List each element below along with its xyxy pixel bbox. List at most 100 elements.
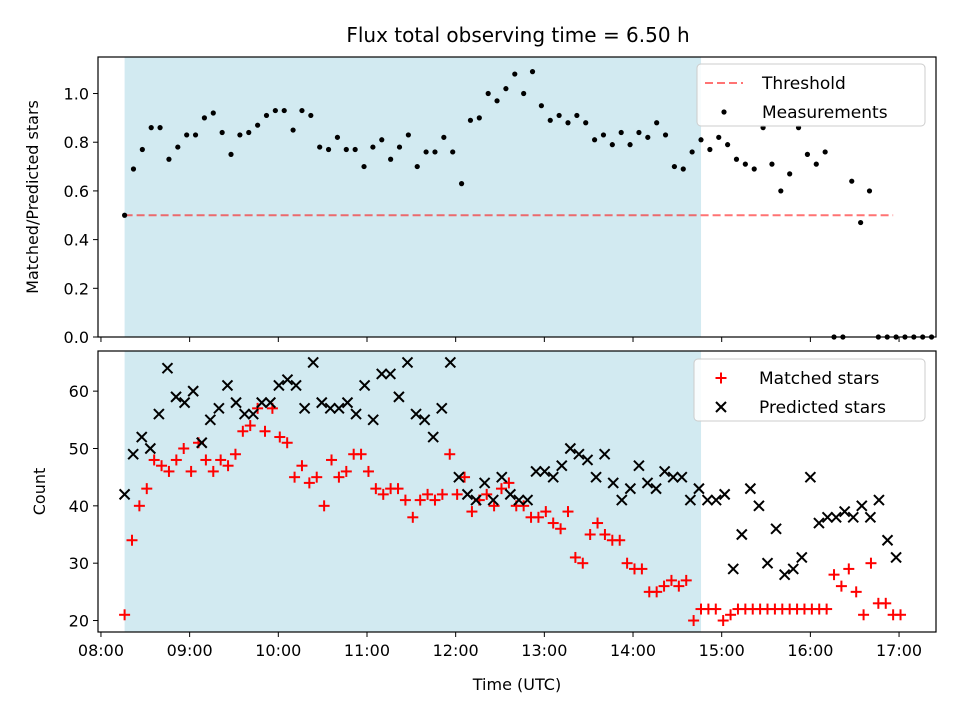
measurement-point bbox=[361, 163, 367, 170]
matched-star-point bbox=[326, 454, 338, 466]
matched-star-point bbox=[577, 557, 589, 569]
matched-star-point bbox=[215, 454, 227, 466]
predicted-star-point bbox=[787, 563, 799, 575]
bottom-ytick-label: 30 bbox=[69, 554, 89, 573]
bottom-xtick-label: 12:00 bbox=[433, 641, 479, 660]
measurement-point bbox=[388, 156, 394, 162]
measurement-point bbox=[476, 115, 482, 121]
bottom-legend-label: Matched stars bbox=[759, 369, 879, 389]
bottom-legend-label: Predicted stars bbox=[759, 398, 886, 418]
bottom-shaded-span bbox=[124, 351, 702, 632]
measurement-point bbox=[201, 115, 208, 121]
measurement-point bbox=[609, 142, 615, 148]
predicted-star-point bbox=[701, 494, 714, 506]
matched-star-point bbox=[414, 494, 426, 506]
measurement-point bbox=[689, 149, 695, 155]
top-ytick-label: 0.6 bbox=[64, 182, 89, 201]
matched-star-point bbox=[651, 586, 663, 598]
predicted-star-point bbox=[556, 459, 568, 472]
predicted-star-point bbox=[761, 557, 774, 569]
matched-star-point bbox=[828, 569, 840, 581]
matched-star-point bbox=[658, 580, 670, 592]
matched-star-point bbox=[399, 494, 411, 506]
predicted-star-point bbox=[127, 448, 139, 460]
predicted-star-point bbox=[333, 402, 345, 415]
predicted-star-point bbox=[444, 356, 457, 369]
legend-measurement-swatch bbox=[721, 109, 727, 115]
predicted-star-point bbox=[813, 517, 825, 529]
measurement-point bbox=[654, 120, 660, 126]
predicted-star-point bbox=[753, 500, 765, 512]
measurement-point bbox=[166, 156, 172, 162]
matched-star-point bbox=[592, 517, 604, 529]
top-legend-label: Threshold bbox=[761, 74, 846, 94]
matched-star-point bbox=[532, 511, 544, 523]
measurement-point bbox=[148, 125, 154, 131]
bottom-ytick-label: 60 bbox=[69, 382, 89, 401]
predicted-star-point bbox=[624, 482, 637, 495]
matched-star-point bbox=[599, 529, 611, 541]
measurement-point bbox=[618, 129, 624, 136]
matched-star-point bbox=[244, 420, 256, 432]
matched-star-point bbox=[377, 488, 389, 500]
bottom-ytick-label: 20 bbox=[69, 612, 89, 631]
measurement-point bbox=[671, 163, 678, 170]
predicted-star-point bbox=[453, 471, 465, 483]
matched-star-point bbox=[584, 529, 596, 541]
predicted-star-point bbox=[821, 511, 834, 524]
predicted-star-point bbox=[573, 448, 585, 460]
measurement-point bbox=[343, 146, 349, 153]
matched-star-point bbox=[252, 402, 264, 414]
predicted-star-point bbox=[316, 396, 328, 409]
predicted-star-point bbox=[307, 356, 319, 369]
predicted-star-point bbox=[178, 396, 191, 409]
matched-star-point bbox=[119, 609, 131, 621]
matched-star-point bbox=[207, 465, 219, 477]
matched-star-point bbox=[680, 574, 692, 586]
measurement-point bbox=[405, 132, 411, 138]
matched-star-point bbox=[466, 506, 478, 518]
measurement-point bbox=[317, 144, 323, 150]
measurement-point bbox=[157, 125, 163, 131]
matched-star-point bbox=[422, 488, 434, 500]
measurement-point bbox=[139, 146, 145, 153]
measurement-point bbox=[219, 129, 225, 136]
predicted-star-point bbox=[358, 379, 371, 392]
matched-star-point bbox=[311, 471, 323, 483]
matched-star-point bbox=[222, 460, 234, 472]
measurement-point bbox=[255, 122, 261, 128]
predicted-star-point bbox=[350, 408, 362, 420]
measurement-point bbox=[485, 90, 491, 97]
matched-star-point bbox=[185, 465, 197, 477]
predicted-star-point bbox=[864, 511, 877, 524]
matched-star-point bbox=[843, 563, 855, 575]
matched-star-point bbox=[355, 448, 367, 460]
predicted-star-point bbox=[341, 396, 354, 409]
matched-star-point bbox=[835, 580, 847, 592]
predicted-star-point bbox=[658, 465, 671, 478]
predicted-star-point bbox=[581, 454, 594, 466]
measurement-point bbox=[849, 178, 855, 184]
predicted-star-point bbox=[538, 465, 551, 478]
top-axes-frame bbox=[97, 56, 937, 338]
predicted-star-point bbox=[118, 488, 131, 501]
measurement-point bbox=[645, 134, 651, 140]
measurement-point bbox=[441, 134, 447, 140]
measurement-point bbox=[308, 112, 314, 119]
measurement-point bbox=[396, 144, 403, 150]
matched-star-point bbox=[850, 586, 862, 598]
predicted-star-point bbox=[890, 551, 902, 564]
measurement-point bbox=[725, 142, 731, 148]
matched-star-point bbox=[518, 500, 530, 512]
predicted-star-point bbox=[384, 368, 397, 380]
measurement-point bbox=[804, 151, 811, 157]
bottom-ylabel: Count bbox=[30, 468, 49, 516]
predicted-star-point bbox=[607, 477, 619, 489]
predicted-star-point bbox=[881, 534, 894, 546]
matched-star-point bbox=[170, 454, 182, 466]
bottom-legend-box bbox=[693, 358, 926, 422]
measurement-point bbox=[175, 144, 181, 150]
matched-star-point bbox=[880, 597, 892, 609]
predicted-star-point bbox=[770, 523, 782, 535]
predicted-star-point bbox=[873, 494, 885, 506]
